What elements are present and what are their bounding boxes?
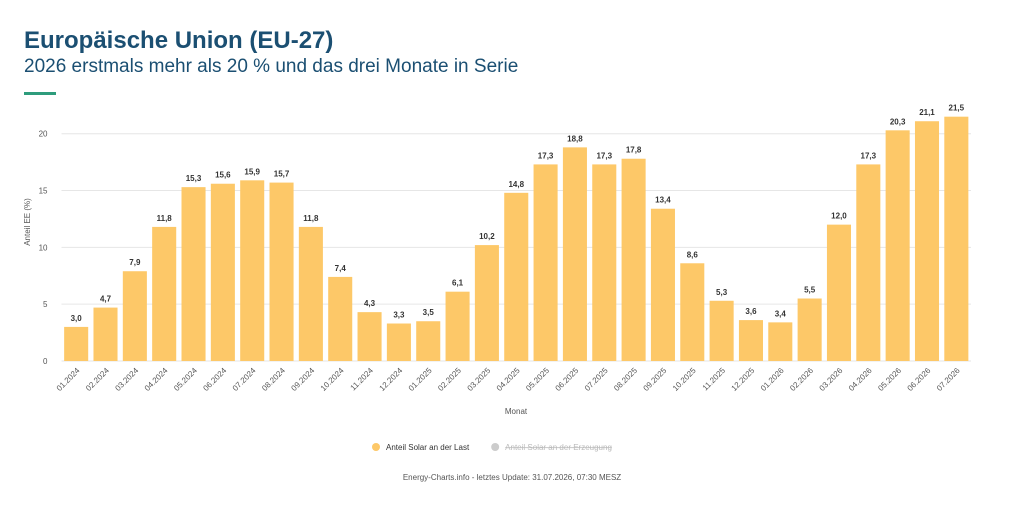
bar	[856, 164, 881, 361]
data-label: 4,3	[364, 299, 376, 308]
data-label: 6,1	[452, 279, 464, 288]
data-label: 15,6	[215, 171, 231, 180]
data-label: 17,3	[538, 151, 554, 160]
legend-entry[interactable]: Anteil Solar an der Erzeugung	[505, 443, 612, 452]
bar	[269, 182, 294, 361]
data-label: 12,0	[831, 212, 847, 221]
bar	[93, 307, 118, 361]
y-tick-label: 20	[39, 130, 48, 139]
data-label: 18,8	[567, 134, 583, 143]
bar	[562, 147, 587, 361]
accent-line	[24, 92, 56, 95]
data-label: 11,8	[303, 214, 319, 223]
data-label: 13,4	[655, 196, 671, 205]
bar	[474, 245, 499, 361]
bar	[386, 323, 411, 361]
bar	[709, 300, 734, 361]
data-label: 10,2	[479, 232, 495, 241]
y-tick-label: 5	[43, 300, 48, 309]
chart-title: Europäische Union (EU-27)	[24, 27, 333, 54]
bar	[416, 321, 441, 361]
bar	[240, 180, 265, 361]
y-axis-label: Anteil EE (%)	[23, 198, 32, 246]
chart-subtitle: 2026 erstmals mehr als 20 % und das drei…	[24, 56, 518, 77]
bar	[357, 312, 382, 361]
data-label: 15,3	[186, 174, 202, 183]
data-label: 3,4	[775, 309, 787, 318]
bar	[210, 183, 235, 361]
bar	[826, 224, 852, 361]
bar	[592, 164, 617, 361]
data-label: 5,5	[804, 286, 816, 295]
data-label: 15,9	[244, 167, 260, 176]
data-label: 21,1	[919, 108, 935, 117]
data-label: 7,9	[129, 258, 141, 267]
x-axis-label: Monat	[505, 407, 528, 416]
bar	[181, 187, 206, 361]
bar	[64, 326, 89, 361]
bar	[621, 158, 646, 361]
bar	[650, 208, 675, 361]
legend-marker[interactable]	[491, 443, 500, 451]
bar	[504, 192, 529, 361]
legend-marker[interactable]	[372, 443, 380, 451]
data-label: 17,8	[626, 146, 642, 155]
footer: Energy-Charts.info - letztes Update: 31.…	[403, 473, 621, 482]
data-label: 3,6	[745, 307, 757, 316]
bar	[152, 226, 177, 361]
y-tick-label: 15	[39, 187, 48, 196]
data-label: 3,3	[393, 311, 405, 320]
data-label: 15,7	[274, 170, 290, 179]
data-label: 3,5	[423, 308, 435, 317]
data-label: 11,8	[157, 214, 173, 223]
bar	[122, 271, 147, 361]
data-label: 5,3	[716, 288, 728, 297]
y-tick-label: 10	[39, 243, 48, 252]
bar	[445, 291, 470, 361]
bar	[885, 130, 910, 361]
bar	[944, 116, 969, 361]
data-label: 14,8	[508, 180, 524, 189]
data-label: 7,4	[335, 264, 347, 273]
bar	[738, 320, 763, 361]
data-label: 17,3	[861, 151, 877, 160]
data-label: 20,3	[890, 117, 906, 126]
data-label: 17,3	[596, 151, 612, 160]
y-tick-label: 0	[43, 357, 48, 366]
data-label: 21,5	[949, 104, 965, 113]
data-label: 8,6	[687, 250, 699, 259]
bar	[680, 263, 705, 361]
data-label: 4,7	[100, 295, 112, 304]
bar	[914, 121, 940, 362]
bar	[533, 164, 558, 361]
data-label: 3,0	[71, 314, 83, 323]
bar	[328, 276, 353, 361]
bar	[797, 298, 822, 361]
bar	[298, 226, 323, 361]
bar	[768, 322, 793, 361]
legend-entry[interactable]: Anteil Solar an der Last	[386, 443, 470, 452]
